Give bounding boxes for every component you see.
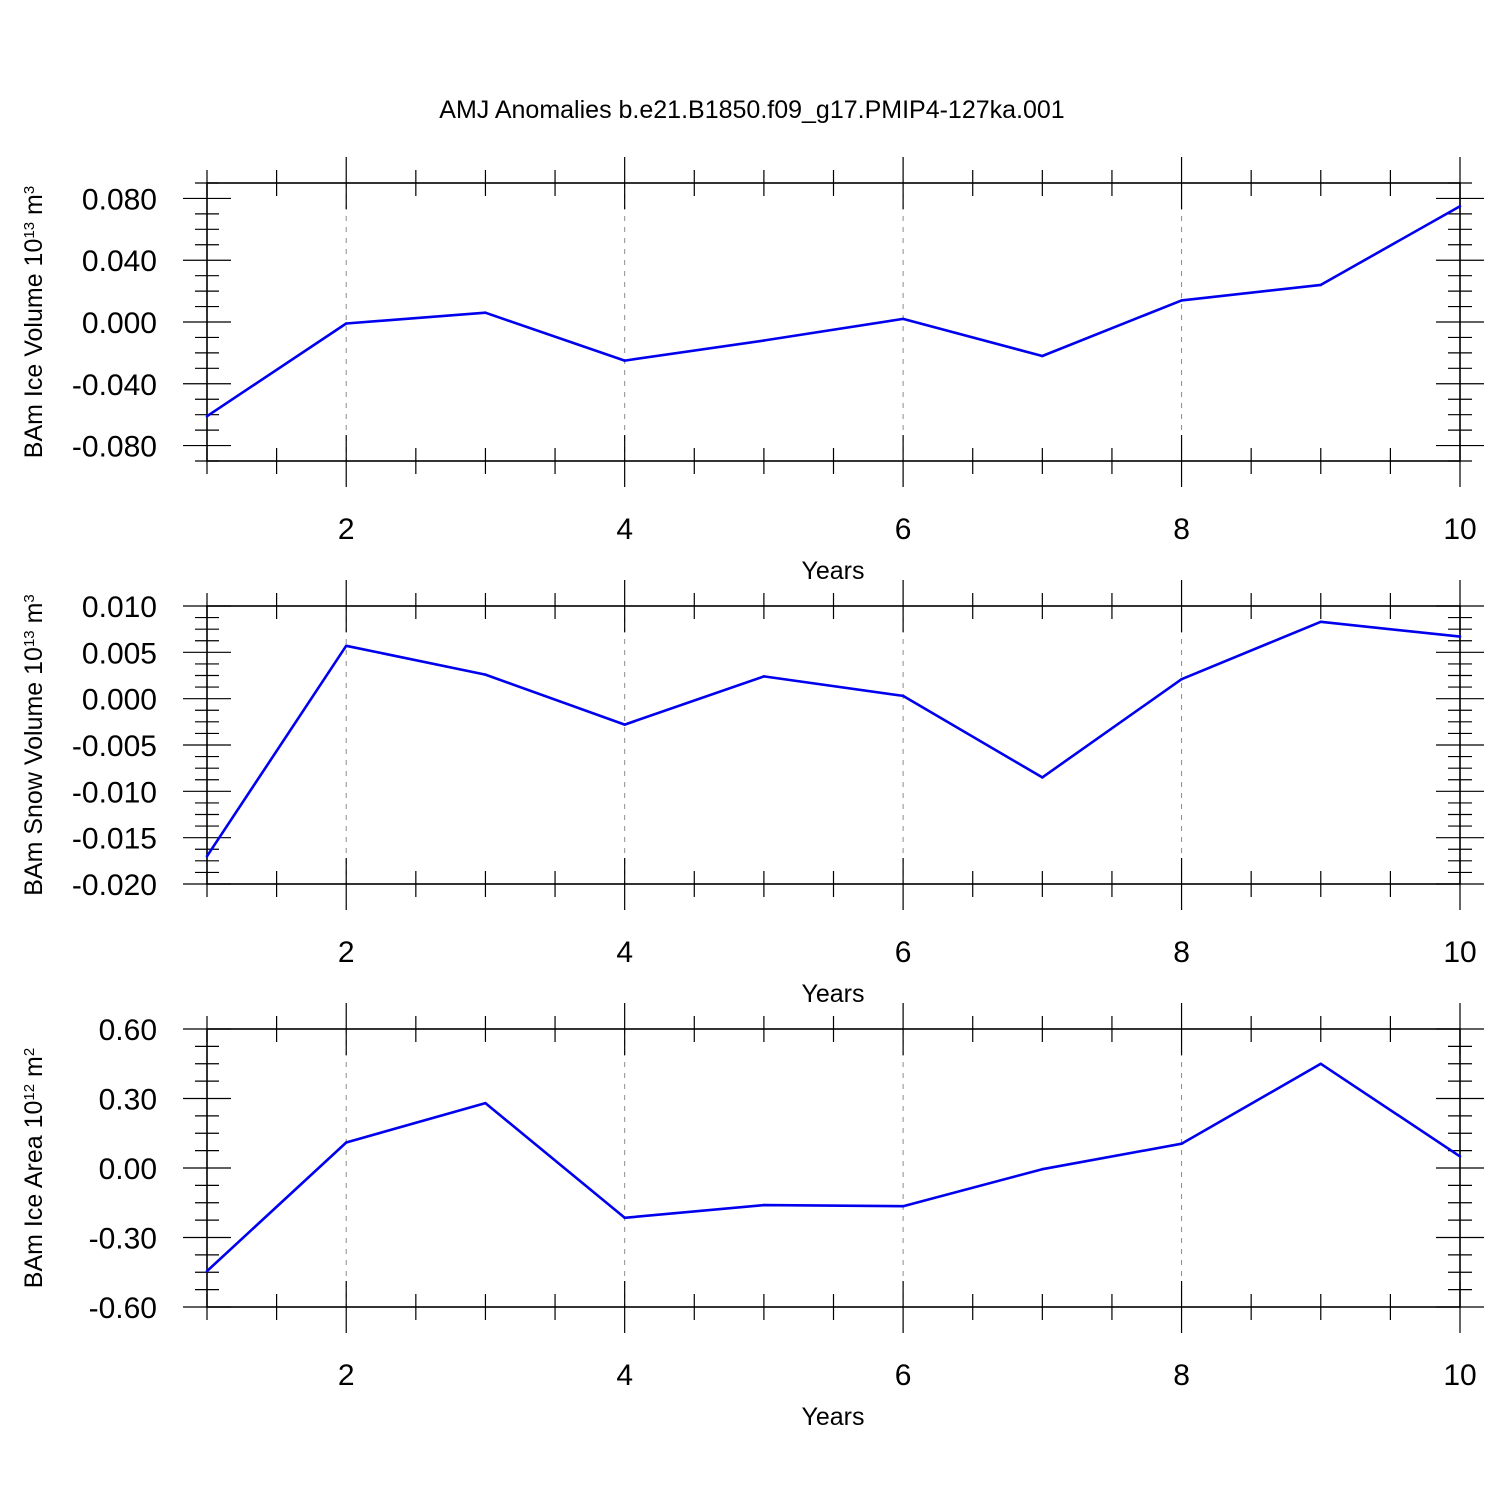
- y-tick-label: -0.080: [72, 431, 157, 464]
- x-axis-label: Years: [801, 980, 864, 1008]
- data-point: [1319, 620, 1323, 624]
- data-point: [1319, 1062, 1323, 1066]
- data-point: [762, 339, 766, 342]
- x-tick-label: 8: [1173, 513, 1190, 546]
- y-tick-label: -0.005: [72, 730, 157, 763]
- data-point: [901, 1204, 905, 1208]
- y-axis-label-unit: m: [20, 1056, 48, 1084]
- y-tick-label: 0.010: [82, 591, 157, 624]
- data-point: [1458, 204, 1462, 208]
- data-point: [623, 723, 626, 726]
- data-point: [205, 1269, 209, 1273]
- data-point: [344, 322, 348, 325]
- y-axis-label-unit-exp: 3: [21, 594, 38, 602]
- y-tick-label: 0.080: [82, 183, 157, 216]
- data-point: [1458, 1155, 1462, 1158]
- y-axis-label-prefix: BAm Ice Area 10: [20, 1101, 48, 1289]
- y-axis-label-unit: m: [20, 194, 48, 222]
- data-point: [205, 414, 209, 418]
- x-tick-label: 2: [338, 513, 355, 546]
- y-tick-label: 0.60: [99, 1014, 157, 1047]
- y-axis-label-exp: 12: [21, 1084, 38, 1101]
- y-axis-label: BAm Ice Volume 1013 m3: [20, 186, 48, 458]
- data-point: [484, 1101, 487, 1105]
- y-axis-label-unit: m: [20, 603, 48, 631]
- x-axis-label: Years: [801, 557, 864, 585]
- y-tick-label: -0.010: [72, 776, 157, 809]
- data-point: [1180, 1142, 1183, 1145]
- y-tick-label: -0.015: [72, 823, 157, 856]
- y-tick-label: 0.000: [82, 684, 157, 717]
- plot-frame: [206, 1028, 1461, 1308]
- x-tick-label: 10: [1443, 513, 1476, 546]
- y-tick-label: 0.00: [99, 1153, 157, 1186]
- y-tick-label: -0.020: [72, 869, 157, 902]
- data-point: [484, 673, 487, 676]
- y-tick-label: 0.30: [99, 1084, 157, 1117]
- chart-panel-2: -0.020 -0.015 -0.010 -0.005 0.000 0.005 0.010 2…: [20, 580, 1484, 1008]
- data-point: [484, 311, 487, 315]
- chart-panel-3: -0.60 -0.30 0.00 0.30 0.60 2 4 6 8 10 Years BAm Ice…: [20, 1003, 1484, 1431]
- y-axis-label-unit-exp: 2: [21, 1048, 38, 1056]
- x-tick-label: 6: [895, 1359, 912, 1392]
- data-point: [762, 675, 766, 678]
- data-point: [1180, 299, 1183, 302]
- y-axis-label-unit-exp: 3: [21, 186, 38, 194]
- data-point: [623, 359, 626, 362]
- panels: -0.080 -0.040 0.000 0.040 0.080 2 4 6 8 10 Years BA…: [20, 157, 1484, 1431]
- x-axis-label: Years: [801, 1403, 864, 1431]
- x-tick-label: 10: [1443, 1359, 1476, 1392]
- data-point: [901, 317, 905, 321]
- y-axis-label-exp: 13: [21, 630, 38, 647]
- y-tick-label: -0.60: [89, 1292, 157, 1325]
- data-point: [1041, 776, 1044, 779]
- x-tick-label: 2: [338, 1359, 355, 1392]
- plot-frame: [206, 182, 1461, 462]
- figure-title: AMJ Anomalies b.e21.B1850.f09_g17.PMIP4-…: [439, 96, 1064, 124]
- series-line: [206, 205, 1461, 418]
- y-axis-label-prefix: BAm Snow Volume 10: [20, 647, 48, 896]
- y-tick-label: 0.040: [82, 245, 157, 278]
- x-tick-label: 8: [1173, 1359, 1190, 1392]
- data-point: [344, 1141, 348, 1144]
- y-axis-label-exp: 13: [21, 222, 38, 239]
- y-axis-label-prefix: BAm Ice Volume 10: [20, 239, 48, 459]
- series-line: [206, 1062, 1461, 1273]
- x-tick-label: 4: [616, 936, 633, 969]
- y-axis-label: BAm Snow Volume 1013 m3: [20, 594, 48, 896]
- x-tick-label: 8: [1173, 936, 1190, 969]
- x-tick-label: 4: [616, 1359, 633, 1392]
- y-tick-label: 0.005: [82, 637, 157, 670]
- y-tick-label: -0.040: [72, 369, 157, 402]
- x-tick-label: 2: [338, 936, 355, 969]
- data-point: [1041, 354, 1044, 358]
- plot-frame: [206, 605, 1461, 885]
- series-line: [205, 620, 1461, 857]
- data-point: [762, 1203, 766, 1207]
- data-point: [1041, 1167, 1044, 1171]
- data-point: [344, 644, 348, 648]
- y-axis-label: BAm Ice Area 1012 m2: [20, 1048, 48, 1288]
- data-point: [1180, 677, 1183, 681]
- y-tick-label: 0.000: [82, 307, 157, 340]
- data-point: [901, 694, 905, 698]
- x-tick-label: 6: [895, 936, 912, 969]
- x-tick-label: 4: [616, 513, 633, 546]
- data-point: [1319, 283, 1323, 287]
- x-tick-label: 10: [1443, 936, 1476, 969]
- data-point: [1458, 635, 1462, 638]
- data-point: [623, 1216, 626, 1220]
- x-tick-label: 6: [895, 513, 912, 546]
- chart-panel-1: -0.080 -0.040 0.000 0.040 0.080 2 4 6 8 10 Years BA…: [20, 157, 1484, 585]
- y-tick-label: -0.30: [89, 1223, 157, 1256]
- data-point: [205, 854, 209, 858]
